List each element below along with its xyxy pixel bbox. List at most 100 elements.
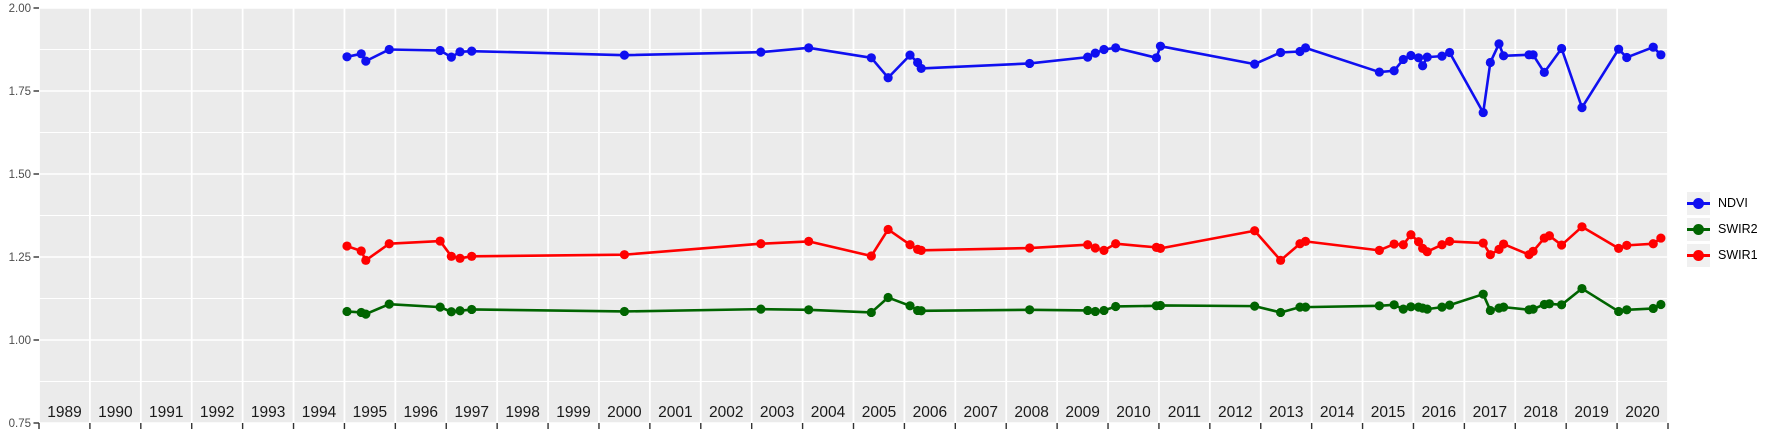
data-point-ndvi — [361, 56, 371, 66]
data-point-swir2 — [384, 299, 394, 309]
legend-item-swir2: SWIR2 — [1687, 217, 1758, 241]
data-point-ndvi — [1577, 103, 1587, 113]
data-point-swir2 — [1528, 304, 1538, 314]
data-point-ndvi — [1090, 48, 1100, 58]
data-point-swir1 — [1445, 236, 1455, 246]
data-point-swir1 — [1485, 250, 1495, 260]
x-year-label: 2002 — [709, 404, 743, 421]
data-point-swir1 — [1083, 240, 1093, 250]
data-point-swir1 — [1398, 240, 1408, 250]
data-point-ndvi — [1648, 42, 1658, 52]
legend-item-swir1: SWIR1 — [1687, 243, 1758, 267]
data-point-swir1 — [1557, 240, 1567, 250]
x-year-label: 2015 — [1371, 404, 1405, 421]
data-point-swir1 — [1478, 238, 1488, 248]
data-point-swir1 — [1498, 239, 1509, 249]
data-point-swir1 — [619, 250, 630, 260]
data-point-swir1 — [756, 239, 766, 249]
data-point-swir2 — [1544, 299, 1554, 309]
data-point-ndvi — [1418, 61, 1428, 71]
data-point-swir2 — [1622, 305, 1632, 315]
data-point-ndvi — [435, 45, 445, 56]
data-point-ndvi — [1389, 66, 1399, 76]
data-point-ndvi — [804, 43, 814, 53]
legend-item-ndvi: NDVI — [1687, 191, 1758, 215]
data-point-ndvi — [1557, 43, 1567, 54]
data-point-swir2 — [1437, 302, 1447, 312]
data-point-swir2 — [1557, 300, 1567, 310]
data-point-swir1 — [1422, 247, 1432, 257]
data-point-swir1 — [467, 251, 477, 261]
data-point-swir2 — [1250, 301, 1260, 311]
x-year-label: 1990 — [98, 404, 133, 421]
data-point-swir1 — [905, 240, 915, 250]
data-point-swir2 — [1155, 300, 1166, 311]
data-point-swir1 — [1622, 240, 1632, 250]
data-point-swir1 — [1656, 233, 1666, 243]
data-point-ndvi — [356, 49, 366, 59]
x-year-label: 2019 — [1574, 404, 1608, 421]
data-point-ndvi — [1413, 53, 1424, 63]
x-year-label: 2012 — [1218, 404, 1252, 421]
data-point-swir2 — [916, 306, 926, 316]
data-point-ndvi — [455, 47, 465, 57]
data-point-swir1 — [883, 224, 893, 235]
legend-label-swir2: SWIR2 — [1718, 222, 1758, 236]
x-year-label: 1995 — [353, 404, 387, 421]
x-year-label: 2011 — [1168, 404, 1201, 421]
x-year-label: 2005 — [862, 404, 896, 421]
data-point-swir2 — [1478, 289, 1488, 299]
x-year-label: 2010 — [1116, 404, 1151, 421]
data-point-ndvi — [1300, 43, 1311, 53]
x-year-label: 2008 — [1014, 404, 1048, 421]
data-point-swir1 — [356, 246, 366, 256]
data-point-ndvi — [467, 46, 477, 56]
x-year-label: 1989 — [47, 404, 81, 421]
ndvi-point-glyph — [1693, 197, 1704, 209]
data-point-swir2 — [1498, 302, 1509, 312]
data-point-ndvi — [446, 52, 456, 62]
x-year-label: 1999 — [556, 404, 590, 421]
data-point-ndvi — [1374, 67, 1384, 77]
data-point-swir2 — [804, 305, 814, 315]
data-point-ndvi — [384, 44, 394, 55]
data-point-ndvi — [1656, 50, 1666, 60]
x-year-label: 2017 — [1473, 404, 1507, 421]
data-point-swir2 — [1485, 305, 1495, 316]
data-point-swir1 — [804, 236, 814, 246]
data-point-swir2 — [905, 301, 915, 311]
data-point-swir2 — [1648, 303, 1658, 314]
y-tick-label: 1.25 — [9, 252, 31, 264]
data-point-swir1 — [1614, 243, 1624, 253]
data-point-ndvi — [1494, 39, 1504, 49]
data-point-swir1 — [1437, 240, 1447, 250]
data-point-swir2 — [342, 306, 352, 317]
data-point-swir1 — [1111, 239, 1121, 249]
data-point-swir2 — [1445, 300, 1455, 310]
data-point-swir1 — [1406, 230, 1416, 240]
data-point-ndvi — [1276, 47, 1286, 58]
legend-key-swir1 — [1687, 243, 1710, 267]
data-point-swir2 — [1374, 301, 1384, 311]
data-point-swir2 — [435, 302, 445, 312]
x-year-label: 2018 — [1523, 404, 1557, 421]
data-point-ndvi — [1445, 47, 1455, 58]
data-point-swir1 — [342, 241, 352, 251]
x-year-label: 1994 — [302, 404, 337, 421]
data-point-swir2 — [1398, 304, 1408, 314]
y-tick-label: 1.75 — [9, 86, 31, 98]
data-point-ndvi — [1478, 107, 1488, 118]
data-point-swir1 — [1250, 226, 1260, 236]
x-year-label: 1991 — [149, 404, 183, 421]
x-year-label: 2001 — [658, 404, 692, 421]
data-point-ndvi — [1111, 43, 1121, 53]
data-point-ndvi — [756, 47, 766, 57]
data-point-ndvi — [619, 50, 630, 60]
data-point-swir1 — [1648, 239, 1658, 249]
data-point-ndvi — [342, 52, 352, 62]
legend-key-ndvi — [1687, 191, 1710, 215]
data-point-ndvi — [1151, 53, 1161, 63]
data-point-swir2 — [1577, 283, 1587, 294]
data-point-swir1 — [1577, 222, 1587, 232]
